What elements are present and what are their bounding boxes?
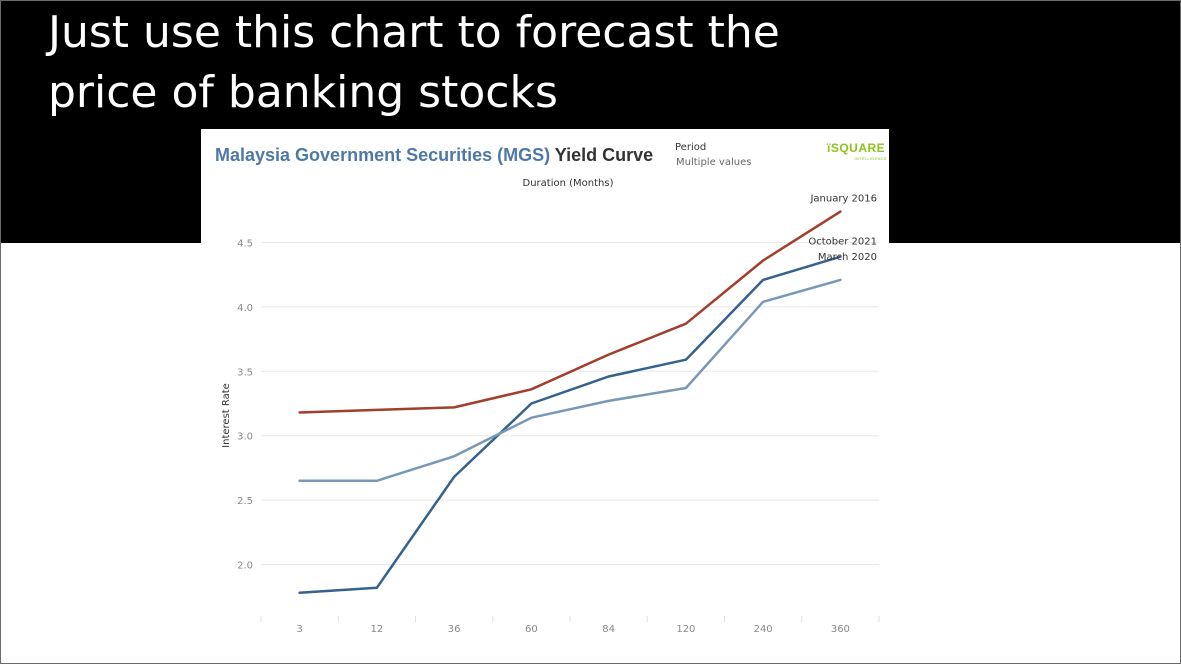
y-tick-label: 3.5 [237, 367, 253, 378]
series-label: October 2021 [808, 237, 877, 248]
y-axis-title: Interest Rate [221, 383, 232, 448]
series-line-january-2016 [298, 210, 842, 414]
headline-line-1: Just use this chart to forecast the [48, 7, 780, 58]
chart-title: Malaysia Government Securities (MGS) Yie… [215, 145, 653, 166]
period-filter-value[interactable]: Multiple values [676, 157, 752, 168]
isquare-logo: ïSQUARE INTELLIGENCE [827, 141, 887, 167]
y-tick-label: 2.5 [237, 496, 253, 507]
chart-title-suffix: Yield Curve [554, 145, 654, 165]
series-line-march-2020 [298, 278, 842, 483]
y-tick-label: 4.5 [237, 239, 253, 250]
x-tick-label: 36 [448, 624, 461, 635]
y-tick-label: 2.0 [237, 560, 253, 571]
x-tick-label: 240 [754, 624, 773, 635]
y-tick-label: 4.0 [237, 303, 253, 314]
headline-line-2: price of banking stocks [48, 67, 558, 118]
x-tick-label: 360 [831, 624, 850, 635]
x-tick-label: 84 [602, 624, 615, 635]
logo-text: ïSQUARE [827, 141, 886, 155]
yield-curve-chart: Duration (Months) 2.0 2.5 3.0 3.5 4.0 4.5 3 12 36… [221, 178, 880, 635]
chart-title-main: Malaysia Government Securities (MGS) [215, 145, 555, 165]
slide-headline: Just use this chart to forecast the pric… [48, 3, 1148, 123]
chart-card: Malaysia Government Securities (MGS) Yie… [201, 129, 889, 649]
x-tick-label: 120 [676, 624, 695, 635]
series-line-october-2021 [298, 255, 842, 595]
y-tick-label: 3.0 [237, 432, 253, 443]
x-tick-label: 3 [296, 624, 302, 635]
x-tick-label: 60 [525, 624, 538, 635]
series-label: January 2016 [809, 194, 877, 205]
x-axis-title: Duration (Months) [523, 178, 614, 189]
x-tick-label: 12 [371, 624, 384, 635]
series-label: March 2020 [818, 252, 877, 263]
period-filter-label: Period [675, 142, 707, 153]
logo-subtext: INTELLIGENCE [854, 156, 887, 161]
